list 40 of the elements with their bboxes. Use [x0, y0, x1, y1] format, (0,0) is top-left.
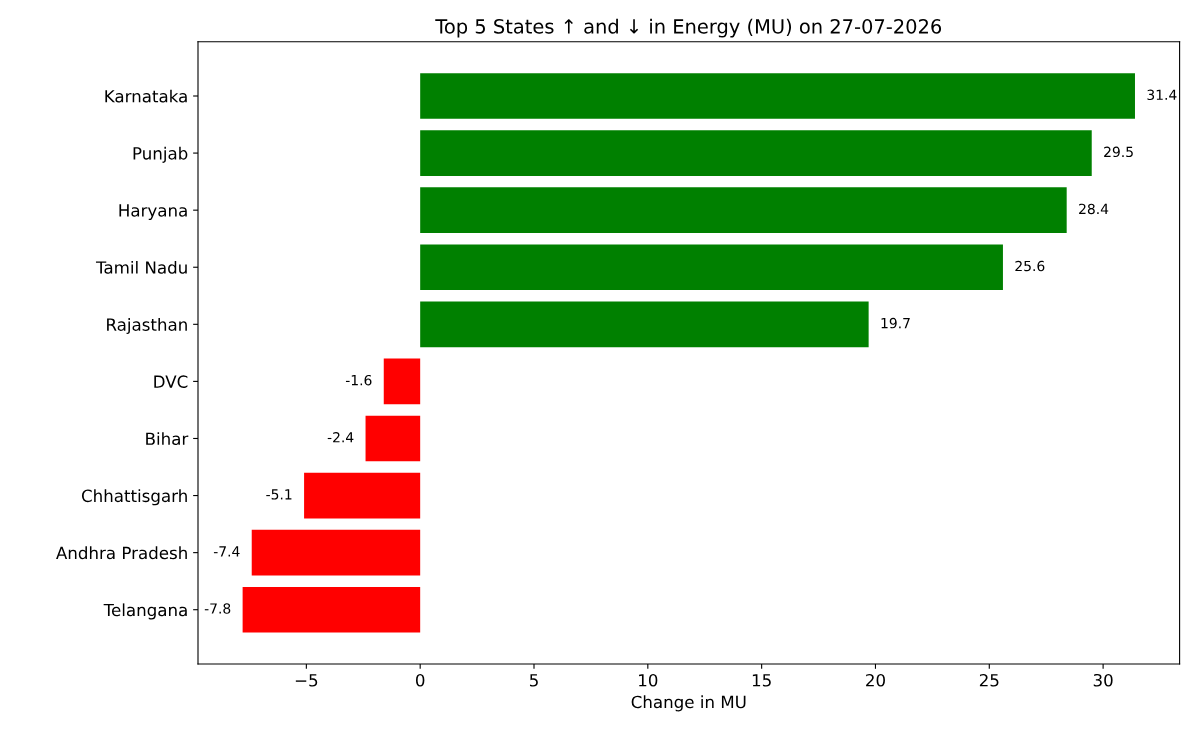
data-label: -2.4	[327, 432, 354, 443]
bar	[304, 472, 421, 519]
y-tick-label: Andhra Pradesh	[56, 546, 187, 560]
y-tick-label: DVC	[154, 375, 188, 388]
x-tick-label: 20	[866, 673, 885, 687]
y-tick-label: Haryana	[119, 204, 187, 220]
x-axis-title: Change in MU	[631, 695, 746, 712]
chart-title: Top 5 States ↑ and ↓ in Energy (MU) on 27-07-2026	[435, 18, 942, 38]
data-label: 25.6	[1015, 260, 1045, 272]
data-label: 31.4	[1147, 89, 1177, 101]
data-label: 29.5	[1104, 146, 1133, 158]
bar	[242, 586, 421, 633]
bar	[420, 187, 1067, 233]
data-label: -7.4	[213, 546, 240, 557]
bar	[251, 529, 421, 576]
x-tick-label: 5	[529, 674, 538, 687]
data-label: -1.6	[345, 374, 372, 386]
y-tick-label: Chhattisgarh	[81, 489, 187, 506]
y-tick-label: Tamil Nadu	[95, 260, 187, 274]
y-tick-label: Karnataka	[105, 89, 187, 103]
bar	[365, 415, 421, 462]
bar	[420, 73, 1135, 119]
y-tick-label: Rajasthan	[107, 317, 187, 335]
x-tick-label: 25	[979, 673, 999, 687]
x-tick-label: 30	[1093, 673, 1113, 687]
x-tick-label: 0	[415, 673, 425, 687]
x-tick-label: 10	[639, 673, 658, 687]
x-tick-label: −5	[295, 674, 318, 687]
bar	[420, 244, 1003, 291]
data-label: -5.1	[266, 489, 292, 500]
data-label: -7.8	[204, 603, 231, 614]
data-label: 19.7	[881, 317, 910, 329]
y-tick-label: Punjab	[133, 146, 188, 163]
bar	[383, 358, 421, 405]
y-tick-label: Telangana	[103, 603, 187, 620]
y-tick-label: Bihar	[146, 432, 189, 446]
x-tick-label: 15	[752, 674, 771, 687]
bar	[420, 301, 869, 348]
bar	[420, 130, 1092, 176]
data-label: 28.4	[1079, 203, 1109, 215]
